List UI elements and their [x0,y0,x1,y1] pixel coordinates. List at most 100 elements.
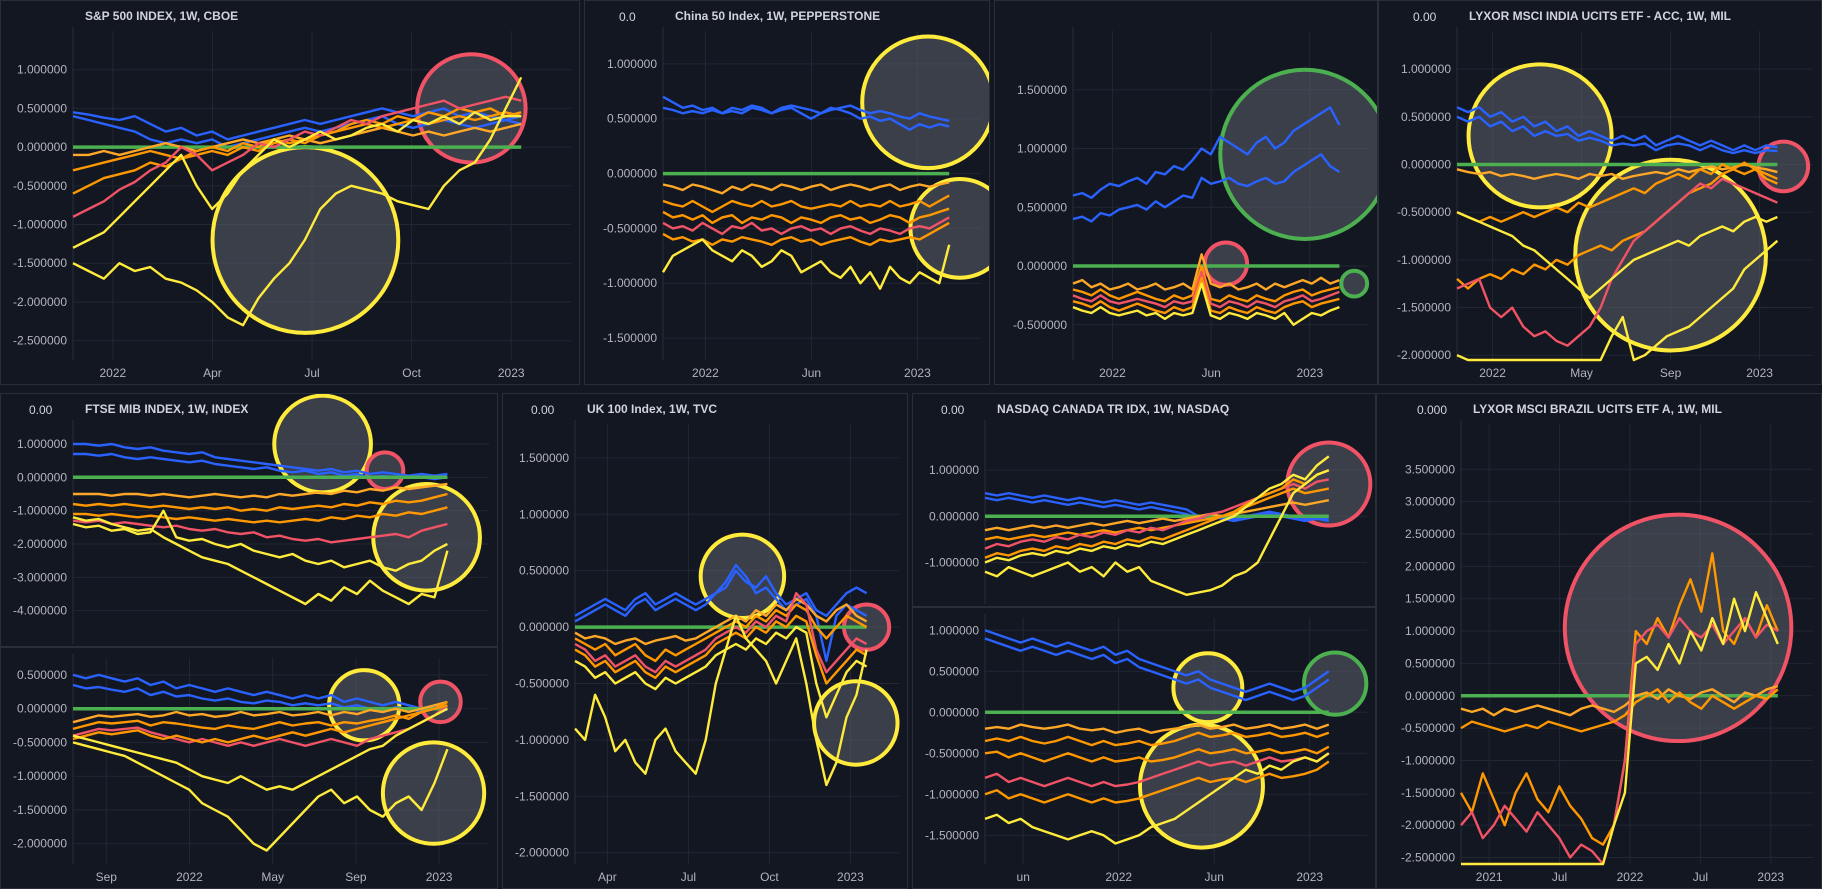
panel-ftse-lower: 0.500000 0.000000 -0.500000 -1.000000 -1.500… [0,647,498,889]
highlight-circles [327,668,487,846]
series-line-red [1072,270,1340,309]
series-line-blue [574,569,868,618]
series-line-orange [1456,168,1778,290]
series-line-blue [72,107,522,141]
series-line-yellow [72,741,449,852]
zero-label: 0.000 [1417,403,1448,417]
y-tick-label: -1.000000 [13,504,67,518]
y-tick-label: 1.000000 [929,623,979,637]
y-tick-label: 1.000000 [929,463,979,477]
y-tick-label: 0.500000 [929,664,979,678]
y-tick-label: 2.000000 [1405,559,1455,573]
series-line-orange [574,603,868,663]
series-line-orange [984,745,1330,763]
series-line-yellow [72,76,523,327]
y-tick-label: -0.500000 [1401,721,1455,735]
x-tick-label: 2022 [1099,366,1126,380]
series-line-orange [984,469,1330,559]
x-tick-label: Jul [681,870,696,884]
x-tick-label: 2022 [1479,366,1506,380]
zero-label: 0.00 [29,403,53,417]
y-tick-label: 0.000000 [1017,259,1067,273]
highlight-circle-yellow [1171,651,1245,725]
y-tick-label: 1.500000 [1017,83,1067,97]
y-tick-label: 0.500000 [1401,110,1451,124]
y-tick-label: 0.000000 [17,140,67,154]
y-tick-label: -2.000000 [1401,818,1455,832]
y-tick-label: -2.000000 [515,846,569,860]
series-line-yellow [72,111,522,249]
y-tick-label: 1.000000 [519,507,569,521]
y-tick-label: -0.500000 [13,179,67,193]
series-line-yellow [984,469,1330,597]
x-tick-label: Sep [1660,366,1682,380]
chart-title: FTSE MIB INDEX, 1W, INDEX [85,402,249,416]
x-tick-label: 2022 [176,870,203,884]
series-line-orange [72,700,448,731]
series-line-blue [662,95,950,131]
zero-label: 0.00 [941,403,965,417]
series-line-orange [73,506,448,524]
chart-title: LYXOR MSCI BRAZIL UCITS ETF A, 1W, MIL [1473,402,1722,416]
panel-brazil: 3.500000 3.000000 2.500000 2.000000 1.500000… [1376,393,1822,889]
series-line-yellow [661,238,951,290]
x-tick-label: Apr [203,366,222,380]
y-tick-label: -1.000000 [925,787,979,801]
y-tick-label: -1.500000 [925,828,979,842]
y-tick-label: 0.000000 [17,702,67,716]
highlight-circles [1137,650,1369,850]
y-tick-label: 0.500000 [519,564,569,578]
highlight-circle-yellow [380,740,487,846]
series-line-orange [72,704,448,744]
chart-ftse-lower: 0.500000 0.000000 -0.500000 -1.000000 -1.500… [13,654,489,884]
y-tick-label: 1.500000 [1405,592,1455,606]
y-tick-label: -1.000000 [13,769,67,783]
series-line-yellow [72,707,448,791]
series-line-orange [662,194,950,214]
chart-nasdaq-ca: 1.000000 0.000000 -1.000000 [925,420,1373,604]
series-line-yellow [574,614,868,787]
x-tick-label: Jul [304,366,319,380]
highlight-circle-red [418,679,463,725]
panel-india: 1.000000 0.500000 0.000000 -0.500000 -1.0000… [1378,0,1822,385]
series-line-orange [984,731,1330,747]
series-line-red [984,752,1330,788]
panel-nasdaq-lower: 1.000000 0.500000 0.000000 -0.500000 -1.0000… [912,607,1376,889]
y-tick-label: -0.500000 [1013,318,1067,332]
series-line-blue [1072,106,1341,200]
series-line-red [1456,177,1778,347]
y-tick-label: 0.000000 [1405,689,1455,703]
highlight-circles [1285,440,1373,528]
x-tick-label: Apr [598,870,617,884]
y-tick-label: -2.000000 [1397,348,1451,362]
chart-nasdaq-lower: 1.000000 0.500000 0.000000 -0.500000 -1.0000… [925,614,1369,884]
series-line-orange [72,107,522,195]
chart-china: 1.000000 0.500000 0.000000 -0.500000 -1.0000… [603,27,989,380]
y-tick-label: -0.500000 [603,221,657,235]
y-tick-label: 3.000000 [1405,495,1455,509]
series-line-blue [1072,153,1341,223]
y-tick-label: 0.000000 [17,470,67,484]
x-tick-label: 2023 [1746,366,1773,380]
series-line-blue [72,673,448,710]
series-line-blue [72,114,522,149]
x-tick-label: 2023 [426,870,453,884]
series-line-light_orange [662,181,950,195]
panel-china: 1.000000 0.500000 0.000000 -0.500000 -1.0000… [584,0,990,385]
series-line-blue [984,637,1330,702]
series-line-orange [1460,688,1779,733]
x-tick-label: un [1017,870,1030,884]
highlight-circle-red [1202,240,1250,287]
series-line-orange [662,207,950,225]
chart-c3: 1.500000 1.000000 0.500000 0.000000 -0.50000… [1013,27,1377,380]
y-tick-label: 0.000000 [519,620,569,634]
panel-c3: 1.500000 1.000000 0.500000 0.000000 -0.50000… [994,0,1378,385]
series-line-light_orange [574,597,868,646]
x-tick-label: Jun [802,366,821,380]
y-tick-label: 2.500000 [1405,527,1455,541]
x-tick-label: Jun [1205,870,1224,884]
series-line-yellow [72,516,449,606]
y-tick-label: -2.000000 [13,295,67,309]
y-tick-label: 0.500000 [1405,656,1455,670]
y-tick-label: -2.500000 [1401,851,1455,865]
